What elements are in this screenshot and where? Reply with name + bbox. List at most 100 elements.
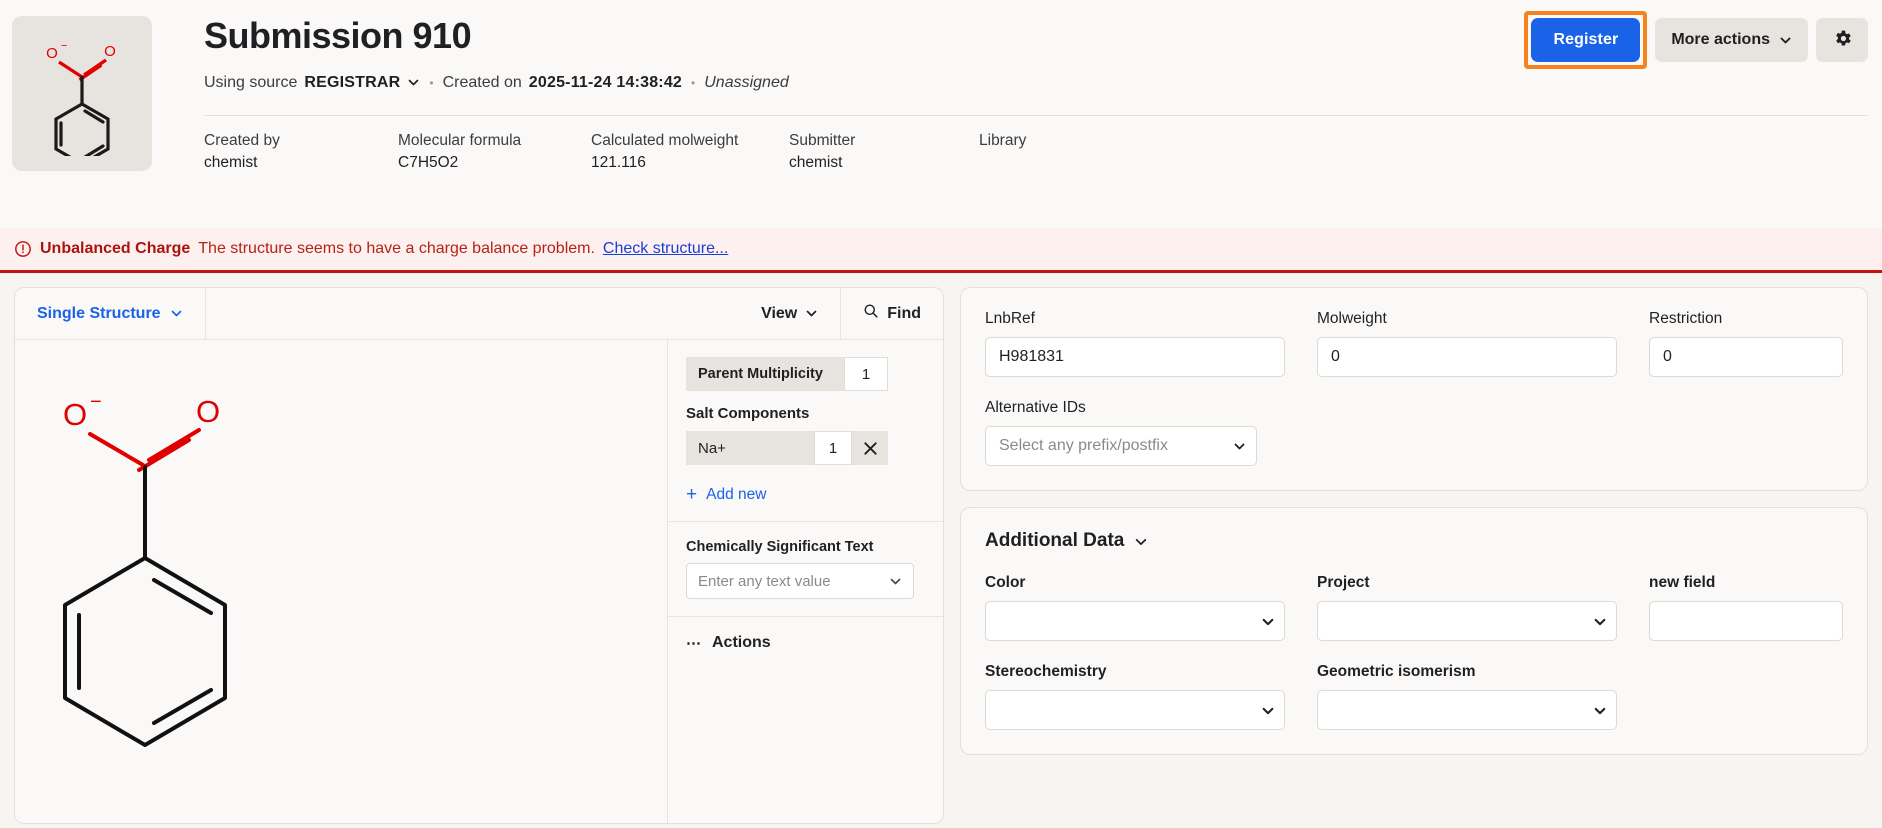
benzoate-thumbnail-icon: O − O — [46, 40, 116, 156]
parent-multiplicity-label: Parent Multiplicity — [686, 357, 844, 391]
salt-component-row: Na+ 1 — [686, 431, 888, 465]
meta-created-by: Created by chemist — [204, 132, 398, 172]
header-actions: Register More actions — [1524, 11, 1868, 69]
chevron-down-icon — [1134, 535, 1147, 548]
molweight-label: Molweight — [1317, 310, 1387, 327]
register-button[interactable]: Register — [1531, 18, 1641, 62]
register-highlight-box: Register — [1524, 11, 1648, 69]
chemically-significant-text-placeholder: Enter any text value — [698, 572, 831, 590]
grid-spacer — [1649, 663, 1843, 730]
salt-components-label: Salt Components — [686, 405, 810, 422]
find-button[interactable]: Find — [840, 288, 943, 339]
stereochemistry-select[interactable] — [985, 690, 1285, 730]
lnbref-value: H981831 — [999, 348, 1064, 365]
subline-separator-1: • — [429, 75, 434, 90]
structure-panel: Single Structure View Fin — [14, 287, 944, 824]
check-structure-link[interactable]: Check structure... — [602, 240, 729, 257]
meta-value: chemist — [204, 153, 258, 171]
page-title: Submission 910 — [204, 15, 472, 56]
molweight-value: 0 — [1331, 348, 1340, 365]
meta-submitter: Submitter chemist — [789, 132, 979, 172]
metadata-row: Created by chemist Molecular formula C7H… — [204, 116, 1868, 172]
field-molweight: Molweight 0 — [1317, 310, 1617, 377]
chemically-significant-text-input[interactable]: Enter any text value — [686, 563, 914, 599]
field-stereochemistry: Stereochemistry — [985, 663, 1285, 730]
color-label: Color — [985, 574, 1026, 591]
actions-label: Actions — [712, 634, 771, 651]
parent-multiplicity-input[interactable]: 1 — [844, 357, 888, 391]
header-subline: Using source REGISTRAR • Created on 2025… — [204, 70, 1868, 96]
alert-circle-icon — [14, 240, 32, 258]
banner-message: The structure seems to have a charge bal… — [198, 240, 595, 257]
additional-data-card: Additional Data Color Project — [960, 507, 1868, 755]
restriction-input[interactable]: 0 — [1649, 337, 1843, 377]
source-selector[interactable]: REGISTRAR — [304, 74, 420, 92]
new-field-label: new field — [1649, 574, 1716, 591]
parent-multiplicity-row: Parent Multiplicity 1 — [686, 357, 888, 391]
page-header: O − O Submission 910 Using source REGIST… — [0, 0, 1882, 228]
add-new-label: Add new — [706, 485, 767, 503]
lnbref-input[interactable]: H981831 — [985, 337, 1285, 377]
chemically-significant-text-label: Chemically Significant Text — [686, 539, 874, 555]
structure-canvas[interactable]: O − O Na+ — [15, 340, 667, 823]
svg-text:−: − — [61, 40, 67, 52]
project-select[interactable] — [1317, 601, 1617, 641]
salt-component-count[interactable]: 1 — [814, 431, 852, 465]
chemically-significant-text-block: Chemically Significant Text Enter any te… — [668, 521, 943, 616]
source-value: REGISTRAR — [304, 73, 401, 91]
svg-text:O: O — [63, 397, 87, 432]
chevron-down-icon — [1261, 704, 1274, 717]
geometric-isomerism-select[interactable] — [1317, 690, 1617, 730]
actions-block: ⋯ Actions — [668, 616, 943, 669]
meta-value: 121.116 — [591, 153, 646, 171]
alternative-ids-label: Alternative IDs — [985, 399, 1086, 416]
svg-text:O: O — [196, 394, 220, 429]
identifiers-grid: LnbRef H981831 Molweight 0 Restriction 0 — [985, 310, 1843, 377]
meta-molecular-formula: Molecular formula C7H5O2 — [398, 132, 591, 172]
field-color: Color — [985, 574, 1285, 641]
color-select[interactable] — [985, 601, 1285, 641]
tab-single-structure[interactable]: Single Structure — [15, 288, 206, 339]
find-label: Find — [887, 304, 921, 322]
search-icon — [863, 303, 879, 324]
chevron-down-icon — [170, 307, 183, 320]
salt-component-name[interactable]: Na+ — [686, 431, 814, 465]
details-column: LnbRef H981831 Molweight 0 Restriction 0… — [960, 287, 1868, 824]
alternative-ids-select[interactable]: Select any prefix/postfix — [985, 426, 1257, 466]
new-field-input[interactable] — [1649, 601, 1843, 641]
alternative-ids-placeholder: Select any prefix/postfix — [999, 437, 1168, 454]
molweight-input[interactable]: 0 — [1317, 337, 1617, 377]
meta-label: Created by — [204, 131, 280, 149]
meta-library: Library — [979, 132, 1169, 172]
meta-calculated-molweight: Calculated molweight 121.116 — [591, 132, 789, 172]
chevron-down-icon — [1233, 440, 1246, 453]
meta-label: Molecular formula — [398, 131, 522, 149]
plus-icon: + — [686, 484, 698, 505]
subline-separator-2: • — [691, 75, 696, 90]
add-new-salt-button[interactable]: + Add new — [686, 485, 929, 504]
close-icon[interactable] — [852, 431, 888, 465]
field-new-field: new field — [1649, 574, 1843, 641]
view-menu-label: View — [761, 304, 798, 322]
view-menu-button[interactable]: View — [739, 288, 840, 339]
svg-text:O: O — [46, 45, 58, 62]
sodium-benzoate-structure-icon: O − O — [63, 391, 227, 747]
meta-label: Library — [979, 131, 1027, 149]
lnbref-label: LnbRef — [985, 310, 1035, 327]
structure-toolbar: Single Structure View Fin — [15, 288, 943, 340]
stereochemistry-label: Stereochemistry — [985, 663, 1107, 680]
field-alternative-ids: Alternative IDs Select any prefix/postfi… — [985, 399, 1843, 466]
additional-data-header[interactable]: Additional Data — [985, 530, 1843, 552]
field-project: Project — [1317, 574, 1617, 641]
svg-text:O: O — [104, 43, 116, 60]
geometric-isomerism-label: Geometric isomerism — [1317, 663, 1476, 680]
chevron-down-icon — [1261, 615, 1274, 628]
svg-text:−: − — [90, 391, 102, 413]
chevron-down-icon — [1779, 34, 1792, 47]
ellipsis-icon: ⋯ — [686, 635, 702, 652]
actions-button[interactable]: ⋯ Actions — [686, 634, 929, 652]
settings-button[interactable] — [1816, 18, 1868, 62]
more-actions-button[interactable]: More actions — [1655, 18, 1808, 62]
identifiers-card: LnbRef H981831 Molweight 0 Restriction 0… — [960, 287, 1868, 491]
header-main: Submission 910 Using source REGISTRAR • … — [204, 12, 1868, 172]
